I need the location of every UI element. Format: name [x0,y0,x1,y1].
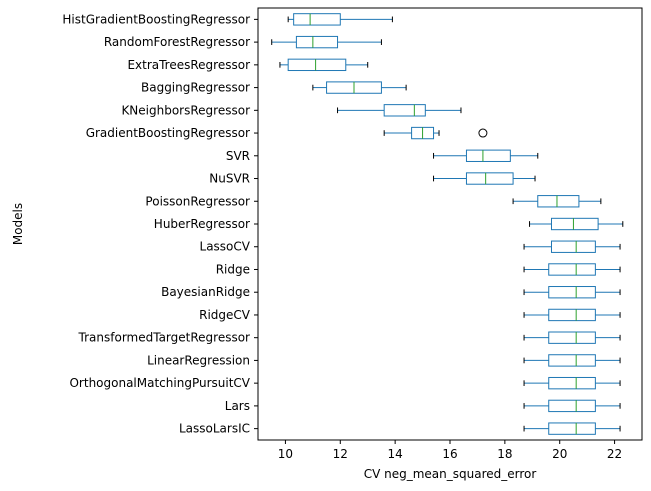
box-group [279,58,369,72]
y-tick-label: LassoLarsIC [179,422,250,436]
box-iqr [550,240,596,253]
y-tick-label: KNeighborsRegressor [121,103,250,117]
y-tick-label: HuberRegressor [154,217,250,231]
y-tick-label: Lars [225,399,250,413]
box-iqr [383,104,426,117]
box-group [337,104,462,117]
x-tick-label: 20 [552,447,567,461]
box-iqr [537,195,580,208]
box-iqr [548,286,596,299]
box-iqr [548,399,596,413]
box-group [287,13,393,26]
y-tick-label: PoissonRegressor [145,194,250,208]
x-tick-label: 16 [442,447,457,461]
y-tick-label: ExtraTreesRegressor [127,58,250,72]
box-iqr [548,376,596,390]
box-iqr [548,354,596,367]
box-group [523,422,621,435]
box-group [312,81,407,94]
y-tick-label: BaggingRegressor [141,81,250,95]
y-axis-label: Models [11,203,25,245]
x-tick-label: 18 [497,447,512,461]
y-tick-label: NuSVR [209,172,250,186]
outlier-point [478,128,488,138]
box-iqr [287,58,347,72]
box-iqr [295,35,339,49]
x-axis-label: CV neg_mean_squared_error [364,467,537,481]
y-tick-label: RidgeCV [199,308,251,322]
box-iqr [293,13,341,26]
box-iqr [548,331,596,344]
y-tick-label: TransformedTargetRegressor [78,331,251,345]
box-group [271,35,382,49]
box-group [523,354,621,367]
x-tick-label: 10 [278,447,293,461]
plot-area [271,13,624,435]
box-iqr [548,308,596,322]
box-group [523,376,621,390]
y-tick-label: OrthogonalMatchingPursuitCV [69,376,250,390]
box-group [523,263,621,276]
box-iqr [465,149,511,162]
box-iqr [548,422,596,435]
y-tick-label: Ridge [216,262,250,276]
box-iqr [550,217,599,231]
box-group [523,331,621,344]
box-group [529,217,624,231]
y-tick-label: RandomForestRegressor [104,35,250,49]
box-group [523,286,621,299]
y-tick-label: SVR [226,149,250,163]
box-group [433,149,539,162]
y-tick-label: LassoCV [200,240,251,254]
x-tick-label: 14 [388,447,403,461]
axis-ticks: HistGradientBoostingRegressor RandomFores… [62,12,622,461]
y-tick-label: LinearRegression [147,353,250,367]
box-group [523,399,621,413]
box-iqr [465,172,514,185]
box-group [383,126,488,140]
x-tick-label: 22 [607,447,622,461]
x-tick-label: 12 [333,447,348,461]
box-group [523,308,621,322]
y-tick-label: HistGradientBoostingRegressor [62,12,250,26]
box-group [512,195,602,208]
y-tick-label: BayesianRidge [161,285,250,299]
box-group [433,172,536,185]
box-iqr [548,263,596,276]
y-tick-label: GradientBoostingRegressor [86,126,250,140]
box-group [523,240,621,253]
